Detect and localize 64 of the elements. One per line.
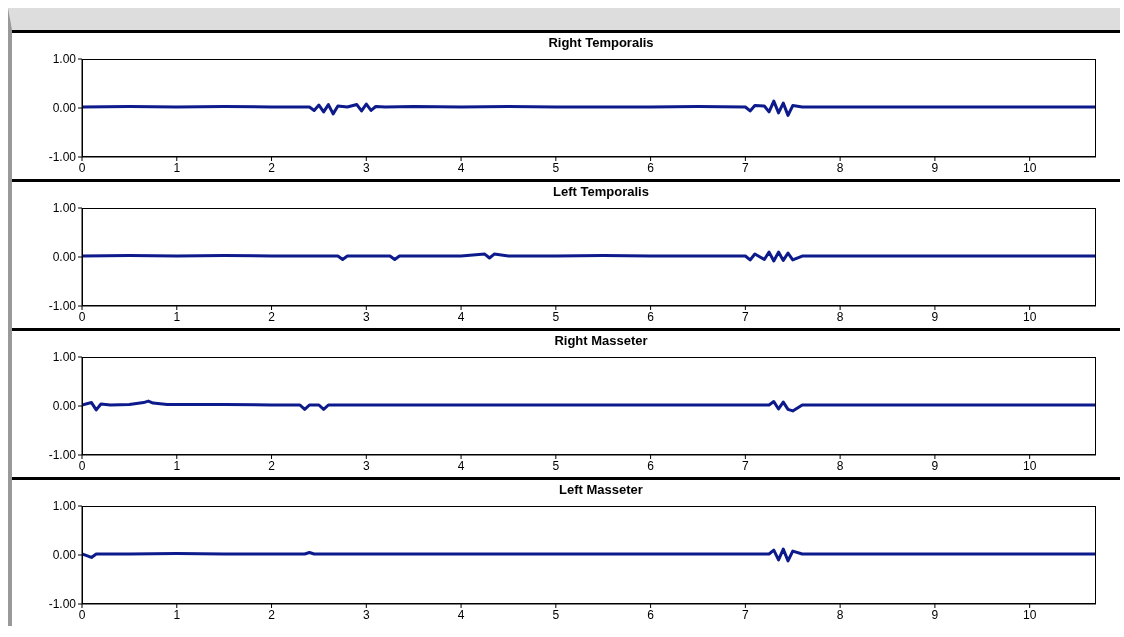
y-tick-label: -1.00 <box>48 597 77 612</box>
x-tick-label: 5 <box>552 160 560 175</box>
y-tick-label: -1.00 <box>48 448 77 463</box>
line-series <box>82 399 1096 413</box>
x-tick-label: 10 <box>1022 607 1037 622</box>
y-tick-label: 0.00 <box>52 101 77 116</box>
x-tick-label: 8 <box>836 458 844 473</box>
x-tick-label: 6 <box>647 458 655 473</box>
x-tick-label: 5 <box>552 458 560 473</box>
line-series <box>82 547 1096 563</box>
x-tick-label: 6 <box>647 309 655 324</box>
x-tick-label: 6 <box>647 607 655 622</box>
x-tick-label: 4 <box>457 309 465 324</box>
x-tick-label: 7 <box>742 309 750 324</box>
x-tick-label: 4 <box>457 160 465 175</box>
x-tick-label: 2 <box>268 160 276 175</box>
x-tick-label: 10 <box>1022 160 1037 175</box>
x-tick-label: 6 <box>647 160 655 175</box>
x-tick-label: 9 <box>931 160 939 175</box>
x-tick-label: 1 <box>173 607 181 622</box>
y-tick-label: 1.00 <box>52 52 77 67</box>
chart-title: Left Temporalis <box>552 184 650 200</box>
y-tick-label: -1.00 <box>48 299 77 314</box>
x-tick-label: 1 <box>173 309 181 324</box>
chart-title: Right Temporalis <box>547 35 655 51</box>
x-tick-label: 7 <box>742 458 750 473</box>
chart-title: Right Masseter <box>553 333 649 349</box>
x-tick-label: 0 <box>78 309 86 324</box>
x-tick-label: 0 <box>78 607 86 622</box>
x-tick-label: 8 <box>836 160 844 175</box>
x-tick-label: 8 <box>836 607 844 622</box>
x-tick-label: 0 <box>78 458 86 473</box>
x-tick-label: 1 <box>173 458 181 473</box>
y-tick-label: -1.00 <box>48 150 77 165</box>
x-tick-label: 2 <box>268 458 276 473</box>
x-tick-label: 3 <box>362 458 370 473</box>
x-tick-label: 4 <box>457 607 465 622</box>
x-tick-label: 3 <box>362 607 370 622</box>
x-tick-label: 9 <box>931 607 939 622</box>
y-tick-label: 0.00 <box>52 548 77 563</box>
y-tick-label: 0.00 <box>52 250 77 265</box>
line-series <box>82 250 1096 263</box>
line-series <box>82 99 1096 117</box>
y-tick-label: 1.00 <box>52 350 77 365</box>
x-tick-label: 7 <box>742 160 750 175</box>
x-tick-label: 8 <box>836 309 844 324</box>
x-tick-label: 7 <box>742 607 750 622</box>
x-tick-label: 9 <box>931 309 939 324</box>
x-tick-label: 3 <box>362 309 370 324</box>
x-tick-label: 5 <box>552 607 560 622</box>
y-tick-label: 1.00 <box>52 201 77 216</box>
x-tick-label: 0 <box>78 160 86 175</box>
x-tick-label: 2 <box>268 607 276 622</box>
y-tick-label: 0.00 <box>52 399 77 414</box>
chart-title: Left Masseter <box>558 482 644 498</box>
x-tick-label: 10 <box>1022 309 1037 324</box>
x-tick-label: 5 <box>552 309 560 324</box>
x-tick-label: 4 <box>457 458 465 473</box>
x-tick-label: 3 <box>362 160 370 175</box>
x-tick-label: 10 <box>1022 458 1037 473</box>
y-tick-label: 1.00 <box>52 499 77 514</box>
x-tick-label: 9 <box>931 458 939 473</box>
x-tick-label: 1 <box>173 160 181 175</box>
x-tick-label: 2 <box>268 309 276 324</box>
